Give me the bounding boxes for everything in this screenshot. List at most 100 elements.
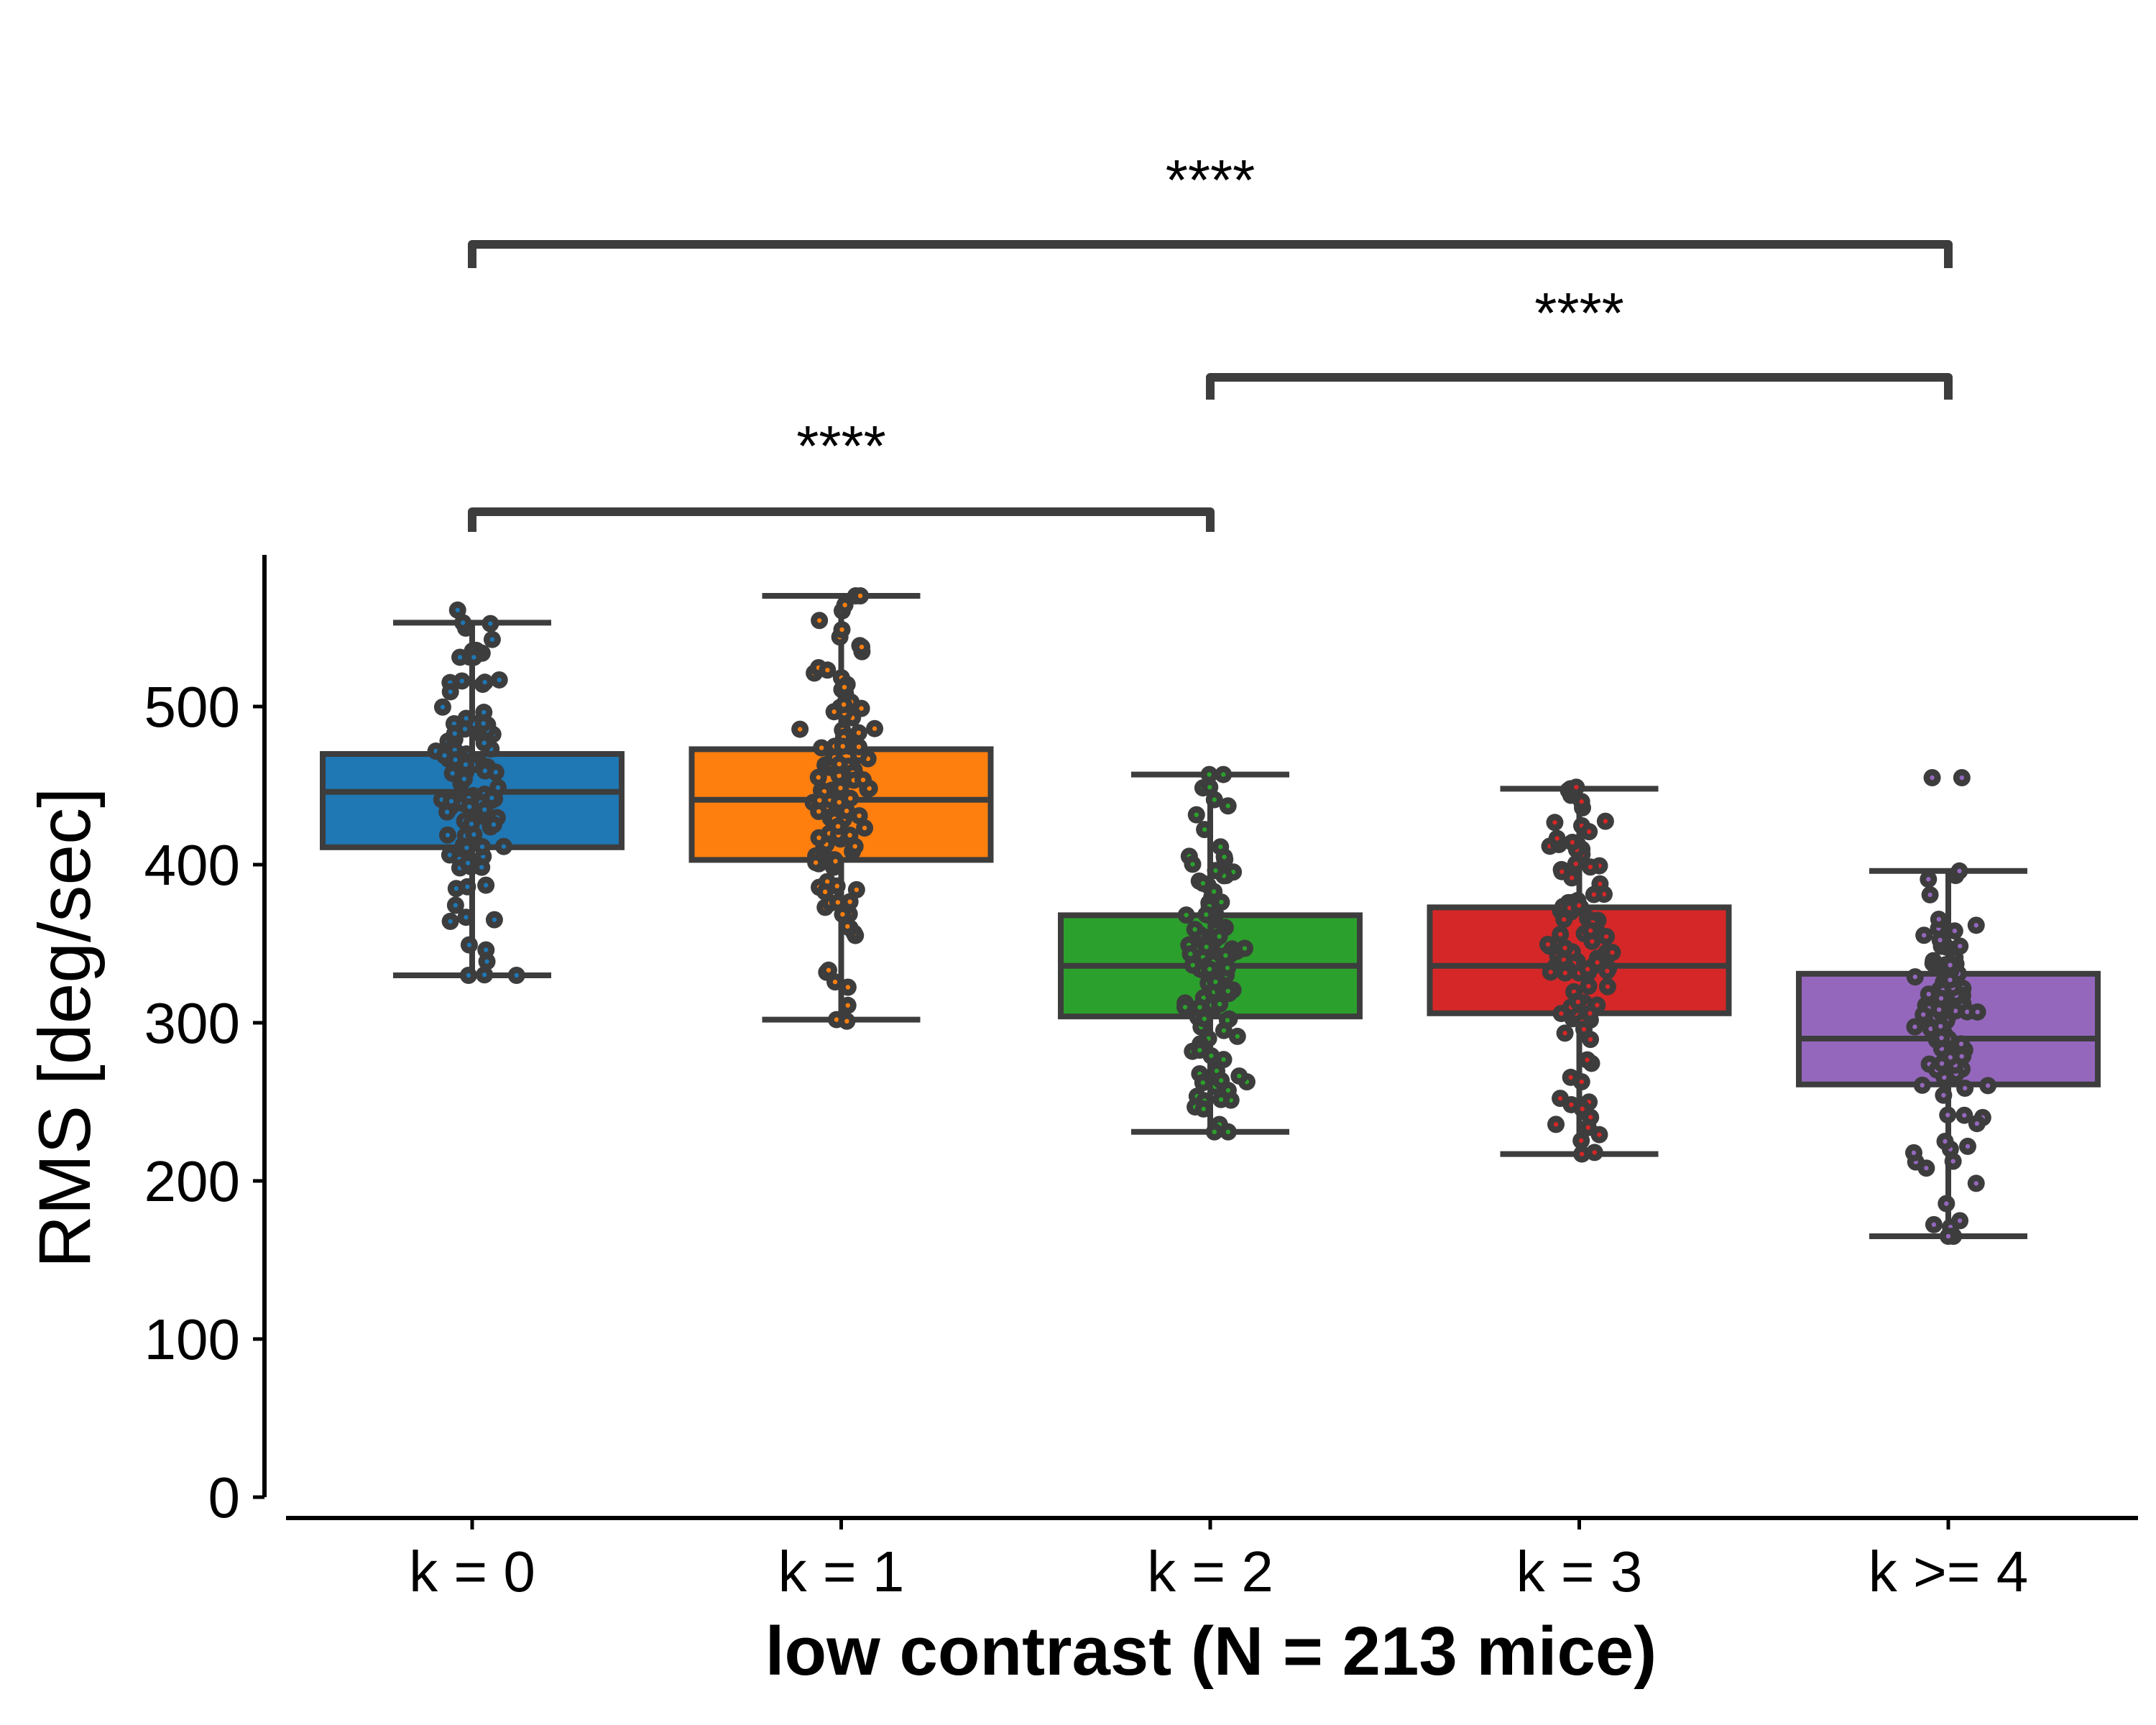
data-point-core bbox=[1588, 1011, 1593, 1016]
data-point-core bbox=[453, 886, 459, 891]
data-point-core bbox=[1202, 1016, 1207, 1021]
data-point-core bbox=[1561, 957, 1567, 962]
data-point-core bbox=[1957, 868, 1962, 874]
data-point-core bbox=[488, 621, 493, 626]
data-point-core bbox=[1950, 1159, 1955, 1164]
data-point-core bbox=[1218, 845, 1223, 850]
data-point-core bbox=[1225, 1129, 1231, 1135]
data-point-core bbox=[1973, 1181, 1978, 1186]
data-point-core bbox=[481, 721, 486, 726]
data-point-core bbox=[459, 678, 464, 684]
data-point-core bbox=[489, 796, 494, 801]
data-point-core bbox=[440, 704, 446, 709]
data-point-core bbox=[1939, 1035, 1944, 1041]
data-point-core bbox=[835, 824, 841, 829]
data-point-core bbox=[1959, 775, 1965, 781]
data-point-core bbox=[1570, 840, 1575, 845]
data-point-core bbox=[857, 593, 863, 599]
data-point-core bbox=[862, 825, 867, 831]
data-point-core bbox=[491, 822, 497, 827]
data-point-core bbox=[1595, 960, 1600, 965]
significance-label: **** bbox=[1166, 148, 1256, 212]
data-point-core bbox=[1985, 1083, 1991, 1088]
data-point-core bbox=[501, 844, 507, 849]
data-point-core bbox=[1943, 1138, 1948, 1144]
data-point-core bbox=[1581, 1026, 1587, 1032]
data-point-core bbox=[1926, 877, 1931, 882]
data-point-core bbox=[467, 804, 472, 809]
data-point-core bbox=[1603, 934, 1609, 939]
data-point-core bbox=[464, 915, 469, 920]
y-ticks: 0 100 200 300 400 500 bbox=[144, 675, 264, 1530]
data-point-core bbox=[1927, 892, 1932, 898]
y-tick-label: 400 bbox=[144, 833, 240, 897]
data-point-core bbox=[448, 799, 454, 804]
data-point-core bbox=[471, 655, 476, 660]
data-point-core bbox=[1936, 1007, 1942, 1012]
data-point-core bbox=[856, 730, 862, 735]
data-point-core bbox=[1200, 1080, 1205, 1085]
data-point-core bbox=[826, 967, 831, 972]
data-point-core bbox=[1948, 962, 1953, 967]
x-ticks: k = 0 k = 1 k = 2 k = 3 k >= 4 bbox=[409, 1518, 2028, 1604]
data-point-core bbox=[492, 917, 497, 922]
data-point-core bbox=[469, 822, 474, 827]
data-point-core bbox=[1580, 1106, 1585, 1112]
data-point-core bbox=[455, 607, 460, 612]
data-point-core bbox=[1221, 1057, 1226, 1062]
data-point-core bbox=[448, 689, 453, 694]
data-point-core bbox=[452, 731, 457, 736]
data-point-core bbox=[1190, 962, 1195, 967]
data-point-core bbox=[1588, 928, 1593, 933]
data-point-core bbox=[1207, 772, 1212, 777]
data-point-core bbox=[482, 768, 488, 773]
data-point-core bbox=[842, 602, 847, 607]
data-point-core bbox=[1190, 862, 1195, 867]
x-tick-label: k = 2 bbox=[1147, 1540, 1273, 1604]
data-point-core bbox=[466, 942, 472, 947]
data-point-core bbox=[816, 809, 821, 814]
data-point-core bbox=[1560, 869, 1565, 874]
data-point-core bbox=[1944, 1201, 1949, 1206]
data-point-core bbox=[854, 887, 860, 893]
data-point-core bbox=[465, 884, 470, 889]
data-point-core bbox=[844, 809, 849, 814]
data-point-core bbox=[845, 1003, 850, 1008]
data-point-core bbox=[1214, 1068, 1220, 1074]
data-point-core bbox=[464, 716, 469, 721]
data-point-core bbox=[1197, 1047, 1202, 1053]
data-point-core bbox=[1182, 1005, 1188, 1010]
data-point-core bbox=[1912, 974, 1918, 980]
data-point-core bbox=[832, 979, 838, 985]
data-point-core bbox=[495, 785, 501, 790]
data-point-core bbox=[483, 883, 489, 888]
data-point-core bbox=[482, 807, 487, 812]
data-point-core bbox=[1585, 967, 1590, 972]
data-point-core bbox=[1953, 1008, 1958, 1013]
data-point-core bbox=[1217, 934, 1222, 939]
data-point-core bbox=[1962, 1085, 1968, 1091]
data-point-core bbox=[462, 727, 468, 732]
data-point-core bbox=[1936, 916, 1942, 922]
data-point-core bbox=[1931, 1222, 1937, 1228]
data-point-core bbox=[1188, 951, 1193, 957]
data-point-core bbox=[1204, 944, 1209, 949]
data-point-core bbox=[1948, 1054, 1953, 1060]
data-point-core bbox=[1213, 979, 1218, 985]
data-point-core bbox=[837, 773, 842, 778]
data-point-core bbox=[1574, 785, 1579, 790]
data-point-core bbox=[1962, 1113, 1967, 1118]
data-point-core bbox=[1957, 944, 1963, 949]
data-point-core bbox=[1207, 967, 1212, 972]
data-point-core bbox=[444, 809, 450, 814]
data-point-core bbox=[1552, 820, 1557, 825]
data-point-core bbox=[1557, 1095, 1563, 1101]
data-point-core bbox=[448, 919, 453, 924]
data-point-core bbox=[831, 709, 837, 714]
data-point-core bbox=[857, 813, 862, 819]
data-point-core bbox=[835, 900, 841, 905]
data-point-core bbox=[1597, 1132, 1602, 1137]
data-point-core bbox=[1228, 1098, 1233, 1103]
data-point-core bbox=[1545, 942, 1551, 947]
data-point-core bbox=[1588, 1115, 1593, 1120]
